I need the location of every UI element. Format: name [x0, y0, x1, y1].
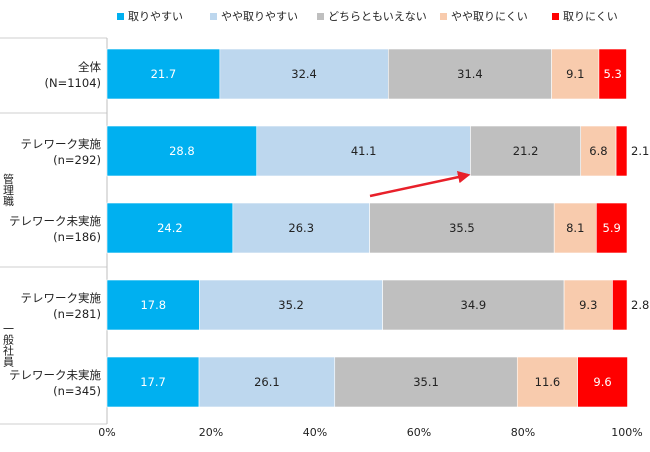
bar-segment: [106, 279, 200, 331]
bar-segment: [551, 48, 600, 100]
legend-label: 取りにくい: [563, 10, 618, 23]
bar-segment: [388, 48, 552, 100]
bar-segment: [615, 125, 628, 177]
legend-item: 取りにくい: [552, 8, 618, 24]
bar-segment: [256, 125, 471, 177]
legend-swatch: [317, 12, 324, 20]
bar-segment: [198, 356, 336, 408]
legend-swatch: [210, 12, 217, 20]
data-label: 2.1: [631, 144, 649, 158]
data-label: 11.6: [535, 375, 561, 389]
bar-segment: [577, 356, 628, 408]
data-label: 26.3: [288, 221, 314, 235]
data-label: 17.8: [140, 298, 166, 312]
bar-segment: [369, 202, 555, 254]
data-label: 34.9: [461, 298, 487, 312]
x-tick-label: 0%: [98, 426, 115, 439]
data-label: 24.2: [157, 221, 183, 235]
data-label: 41.1: [351, 144, 377, 158]
data-label: 2.8: [631, 298, 649, 312]
category-sublabel: (n=186): [53, 230, 101, 244]
bar-segment: [106, 202, 234, 254]
data-label: 26.1: [254, 375, 280, 389]
data-label: 5.3: [604, 67, 622, 81]
legend-item: やや取りやすい: [210, 8, 298, 24]
x-tick-label: 60%: [407, 426, 431, 439]
group-label: 管理職: [2, 172, 15, 206]
chart-legend: 取りやすい やや取りやすい どちらともいえない やや取りにくい 取りにくい: [0, 8, 650, 28]
data-label: 21.7: [151, 67, 177, 81]
legend-label: 取りやすい: [128, 10, 183, 23]
bar-segment: [232, 202, 370, 254]
data-label: 17.7: [140, 375, 166, 389]
category-label: テレワーク未実施: [9, 214, 101, 228]
category-sublabel: (N=1104): [45, 76, 101, 90]
legend-item: どちらともいえない: [317, 8, 427, 24]
legend-label: やや取りやすい: [221, 10, 298, 23]
group-label: 一般社員: [2, 323, 15, 368]
bar-segment: [612, 279, 628, 331]
x-tick-label: 100%: [611, 426, 642, 439]
legend-item: 取りやすい: [117, 8, 183, 24]
x-tick-label: 80%: [511, 426, 535, 439]
x-tick-label: 40%: [303, 426, 327, 439]
data-label: 8.1: [566, 221, 584, 235]
data-label: 5.9: [603, 221, 621, 235]
data-label: 28.8: [169, 144, 195, 158]
bar-segment: [106, 356, 200, 408]
legend-swatch: [117, 12, 124, 20]
data-label: 35.1: [413, 375, 439, 389]
category-label: テレワーク実施: [21, 137, 102, 151]
category-sublabel: (n=292): [53, 153, 101, 167]
bar-segment: [106, 48, 221, 100]
category-sublabel: (n=281): [53, 307, 101, 321]
bar-segment: [563, 279, 613, 331]
data-label: 9.1: [566, 67, 584, 81]
bar-segment: [553, 202, 597, 254]
x-tick-label: 20%: [199, 426, 223, 439]
legend-label: やや取りにくい: [451, 10, 528, 23]
data-label: 9.6: [593, 375, 611, 389]
bar-segment: [596, 202, 628, 254]
category-label: テレワーク実施: [21, 291, 102, 305]
category-label: 全体: [78, 60, 101, 74]
trend-arrow: [369, 170, 471, 198]
data-label: 32.4: [291, 67, 317, 81]
bar-segment: [106, 125, 258, 177]
legend-swatch: [440, 12, 447, 20]
category-sublabel: (n=345): [53, 384, 101, 398]
bar-segment: [470, 125, 582, 177]
bar-segment: [334, 356, 518, 408]
legend-swatch: [552, 12, 559, 20]
legend-label: どちらともいえない: [328, 10, 427, 23]
bar-segment: [580, 125, 617, 177]
legend-item: やや取りにくい: [440, 8, 528, 24]
data-label: 6.8: [589, 144, 607, 158]
bar-segment: [382, 279, 565, 331]
data-label: 9.3: [579, 298, 597, 312]
data-label: 35.2: [278, 298, 304, 312]
bar-segment: [598, 48, 627, 100]
data-label: 35.5: [449, 221, 475, 235]
data-label: 21.2: [513, 144, 539, 158]
data-label: 31.4: [457, 67, 483, 81]
category-label: テレワーク未実施: [9, 368, 101, 382]
